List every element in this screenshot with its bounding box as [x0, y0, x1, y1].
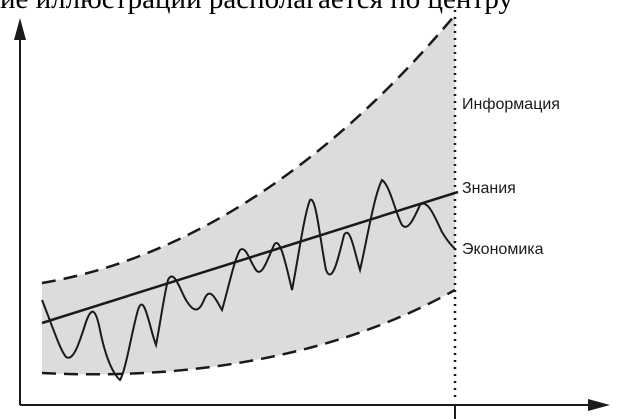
- upper-dashed-boundary: [41, 14, 456, 285]
- economy-label: Экономика: [462, 241, 544, 258]
- lower-dashed-boundary: [41, 288, 456, 376]
- information-band: [42, 15, 455, 375]
- knowledge-label: Знания: [462, 180, 516, 197]
- information-label: Информация: [462, 96, 560, 113]
- economy-curve: [41, 178, 457, 382]
- y-axis-arrowhead: [14, 18, 26, 40]
- x-axis-arrowhead: [588, 399, 610, 411]
- cropped-caption-text: ие иллюстрации располагается по центру: [0, 0, 627, 16]
